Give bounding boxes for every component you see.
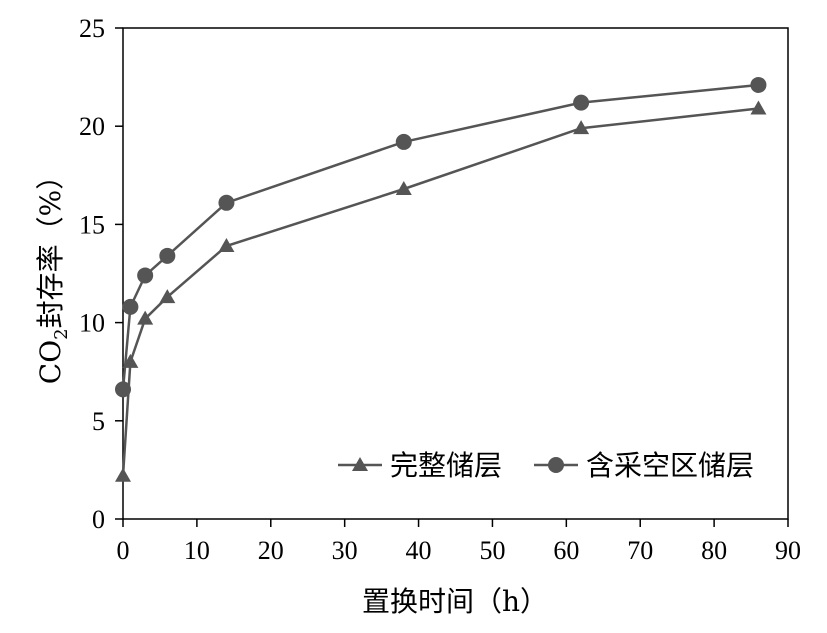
y-tick-label: 5 (92, 407, 105, 436)
x-tick-label: 30 (332, 536, 358, 565)
data-point-circle (122, 298, 139, 315)
data-point-triangle (395, 181, 412, 196)
data-point-circle (750, 76, 767, 93)
data-point-triangle (115, 467, 131, 482)
x-tick-label: 70 (627, 536, 653, 565)
data-point-circle (218, 194, 235, 211)
x-tick-label: 10 (184, 536, 210, 565)
legend: 完整储层 含采空区储层 (338, 449, 754, 482)
y-tick-labels: 0 5 10 15 20 25 (79, 14, 105, 534)
data-point-circle (395, 133, 412, 150)
x-tick-label: 90 (775, 536, 801, 565)
data-point-circle (137, 267, 154, 284)
y-axis-title-post: 封存率（%） (34, 162, 67, 329)
y-tick-label: 15 (79, 210, 105, 239)
data-point-circle (115, 381, 131, 398)
legend-marker-triangle (352, 457, 368, 471)
y-tick-label: 0 (92, 505, 105, 534)
y-tick-label: 25 (79, 14, 105, 43)
y-tick-label: 10 (79, 309, 105, 338)
x-tick-labels: 0 10 20 30 40 50 60 70 80 90 (117, 536, 802, 565)
x-tick-label: 60 (553, 536, 579, 565)
y-axis-title-sub: 2 (51, 328, 72, 339)
series-line (121, 83, 759, 390)
data-point-triangle (137, 310, 154, 325)
series-2 (115, 76, 767, 398)
legend-label-series-1: 完整储层 (390, 449, 502, 482)
legend-label-series-2: 含采空区储层 (586, 449, 754, 482)
x-tick-label: 40 (406, 536, 432, 565)
data-point-circle (159, 247, 176, 264)
series-line (121, 107, 759, 476)
data-point-triangle (218, 238, 235, 253)
x-tick-label: 50 (479, 536, 505, 565)
axis-ticks (115, 27, 789, 527)
x-tick-label: 0 (117, 536, 130, 565)
data-point-triangle (750, 100, 767, 115)
x-tick-label: 80 (701, 536, 727, 565)
x-tick-label: 20 (258, 536, 284, 565)
y-axis-title: CO2封存率（%） (34, 162, 72, 384)
plot-frame (122, 27, 789, 520)
y-tick-label: 20 (79, 112, 105, 141)
series-layer (115, 76, 767, 482)
data-point-triangle (573, 120, 590, 135)
legend-marker-circle (548, 457, 564, 473)
x-axis-title: 置换时间（h） (362, 585, 548, 618)
series-1 (115, 100, 767, 482)
data-point-circle (573, 94, 590, 111)
y-axis-title-pre: CO (34, 340, 67, 384)
data-point-triangle (159, 289, 176, 304)
